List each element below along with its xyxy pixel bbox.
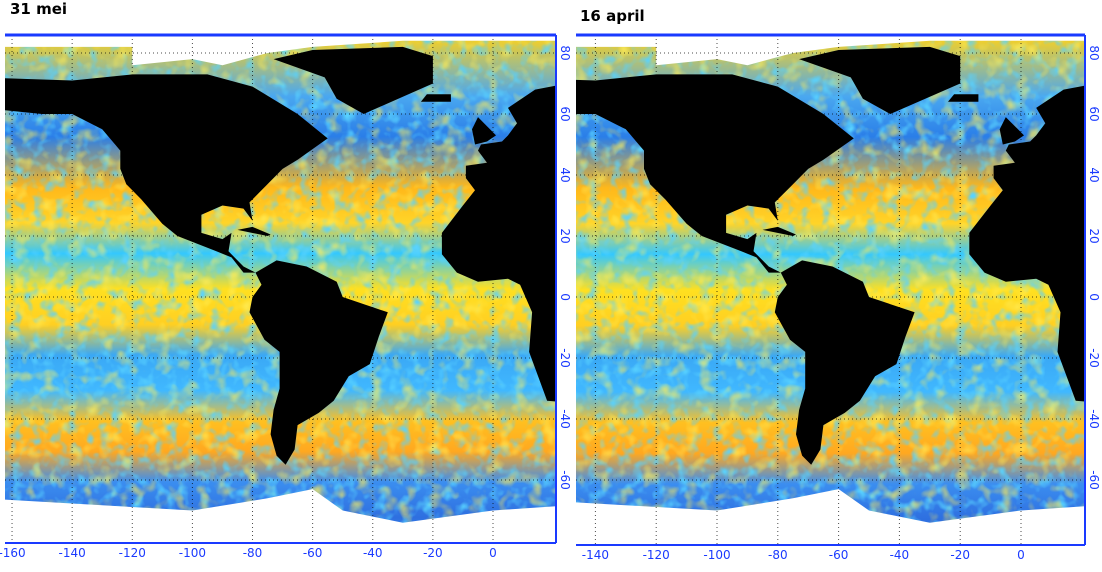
- land: [5, 74, 328, 273]
- lon-tick-label: -120: [119, 546, 146, 560]
- ice: [576, 489, 1085, 545]
- lon-tick-label: -160: [0, 546, 26, 560]
- lat-tick-label: 20: [1087, 228, 1101, 243]
- lat-tick-label: 80: [558, 45, 572, 60]
- lon-tick-label: -100: [179, 546, 206, 560]
- lat-tick-label: -40: [558, 409, 572, 429]
- ice: [5, 35, 556, 66]
- lat-tick-label: -60: [1087, 470, 1101, 490]
- lon-tick-label: -80: [768, 548, 788, 562]
- lon-tick-label: -80: [243, 546, 263, 560]
- ice: [5, 489, 556, 543]
- land: [420, 94, 451, 102]
- map-title: 16 april: [580, 7, 645, 25]
- lon-tick-label: -140: [59, 546, 86, 560]
- lon-tick-label: -60: [303, 546, 323, 560]
- lon-tick-label: -40: [363, 546, 383, 560]
- lat-tick-label: -60: [558, 470, 572, 490]
- map-panel: -160 -140 -120 -100 -80 -60 -40 -20 0 80 60 40 20 0 -2…: [0, 0, 572, 560]
- lat-tick-label: 0: [1087, 293, 1101, 301]
- lat-tick-label: -20: [558, 348, 572, 368]
- land: [999, 117, 1024, 145]
- lon-tick-label: -40: [890, 548, 910, 562]
- lat-tick-label: 40: [558, 167, 572, 182]
- lat-tick-label: -40: [1087, 409, 1101, 429]
- lon-tick-label: -100: [703, 548, 730, 562]
- land: [472, 117, 496, 145]
- lon-tick-label: 0: [1017, 548, 1025, 562]
- lat-tick-label: 80: [1087, 45, 1101, 60]
- lat-tick-label: 60: [558, 106, 572, 121]
- lat-tick-label: 0: [558, 293, 572, 301]
- land: [237, 226, 271, 236]
- lon-tick-label: -20: [423, 546, 443, 560]
- land: [441, 85, 556, 402]
- lon-tick-label: -140: [582, 548, 609, 562]
- land: [249, 260, 388, 465]
- lat-tick-label: -20: [1087, 348, 1101, 368]
- lat-tick-label: 60: [1087, 106, 1101, 121]
- map-body: [576, 35, 1085, 545]
- land: [576, 74, 854, 273]
- map-title: 31 mei: [10, 0, 67, 18]
- lon-tick-label: 0: [489, 546, 497, 560]
- ice: [576, 35, 1085, 66]
- land: [774, 260, 915, 465]
- lon-tick-label: -60: [829, 548, 849, 562]
- land: [948, 94, 979, 102]
- map-body: [5, 35, 556, 543]
- lat-tick-label: 40: [1087, 167, 1101, 182]
- land: [799, 46, 961, 114]
- lon-tick-label: -120: [643, 548, 670, 562]
- land: [762, 226, 796, 236]
- land: [969, 85, 1085, 402]
- land: [273, 46, 433, 114]
- map-panel: -140 -120 -100 -80 -60 -40 -20 0 80 60 40 20 0 -20 -40…: [576, 7, 1101, 562]
- lat-tick-label: 20: [558, 228, 572, 243]
- lon-tick-label: -20: [950, 548, 970, 562]
